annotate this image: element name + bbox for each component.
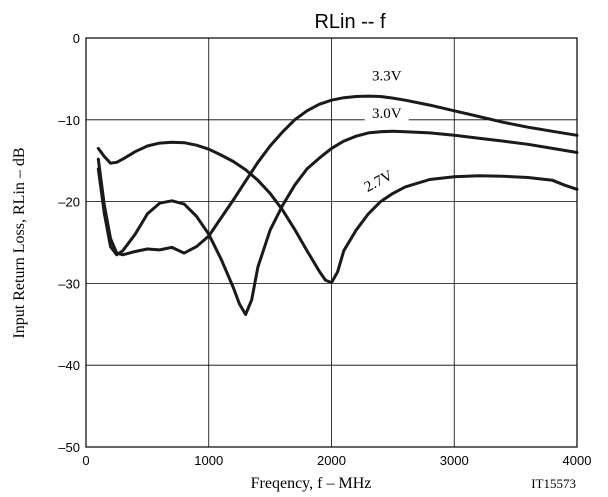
x-tick-labels: 0 1000 2000 3000 4000 (82, 453, 591, 468)
figure-code: IT15573 (531, 476, 576, 491)
x-axis-label: Freqency, f – MHz (251, 475, 372, 492)
plot-frame (85, 37, 578, 448)
x-tick-label: 2000 (317, 453, 346, 468)
x-tick-label: 4000 (563, 453, 592, 468)
series-line-3-3v (96, 94, 579, 257)
y-tick-label: –40 (58, 358, 80, 373)
y-tick-label: –50 (58, 440, 80, 455)
series-labels: 3.3V 3.0V 2.7V (362, 69, 409, 196)
series-line-3-0v (96, 129, 579, 316)
series-line-2-7v (96, 140, 579, 285)
y-axis-label: Input Return Loss, RLin – dB (11, 147, 28, 338)
x-tick-label: 1000 (194, 453, 223, 468)
y-tick-label: –30 (58, 276, 80, 291)
chart-title: RLin -- f (314, 11, 386, 33)
x-tick-label: 3000 (440, 453, 469, 468)
y-tick-label: –20 (58, 195, 80, 210)
data-curves (96, 94, 579, 316)
x-tick-label: 0 (82, 453, 89, 468)
y-tick-labels: 0 –10 –20 –30 –40 –50 (58, 31, 80, 455)
series-label: 2.7V (362, 168, 396, 196)
series-label: 3.3V (372, 69, 402, 85)
y-tick-label: 0 (73, 31, 80, 46)
series-label: 3.0V (372, 106, 402, 122)
y-tick-label: –10 (58, 113, 80, 128)
series-label-mask (364, 105, 409, 123)
